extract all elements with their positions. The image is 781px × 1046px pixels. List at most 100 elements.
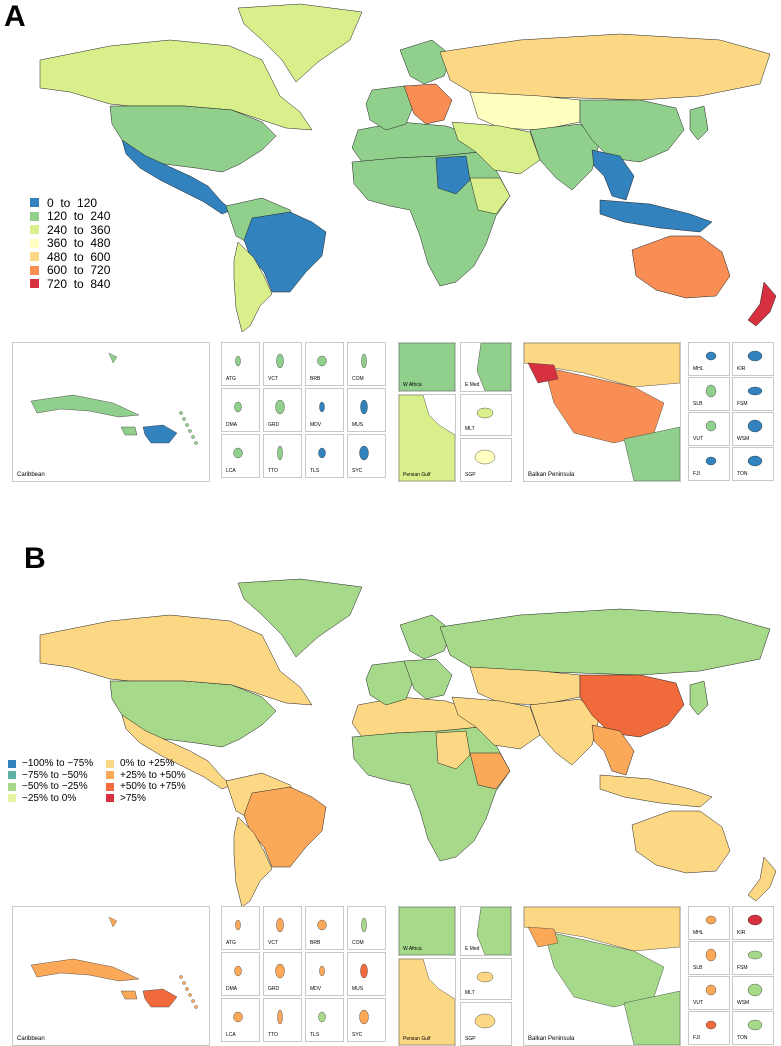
region-europe-central (403, 83, 453, 125)
legend-label: 120 to 240 (47, 209, 111, 224)
legend-label: 600 to 720 (47, 263, 111, 278)
inset-label: TON (737, 1035, 748, 1041)
legend-swatch (30, 279, 39, 289)
region-russia (439, 33, 771, 101)
region-sudan (435, 155, 471, 195)
inset-fsm: FSM (732, 941, 774, 975)
inset-label: MLT (465, 426, 475, 432)
legend-swatch (30, 238, 39, 248)
inset-slb: SLB (688, 377, 730, 411)
inset-label: COM (352, 376, 364, 382)
inset-label: W Africa (403, 946, 422, 952)
legend-label: −100% to −75% (22, 758, 94, 770)
inset-label: BRB (310, 940, 321, 946)
inset-label: Balkan Peninsula (528, 1036, 575, 1042)
inset-fji: FJI (688, 447, 730, 481)
inset-wsm: WSM (732, 412, 774, 446)
legend: −100% to −75% 0% to +25% −75% to −50% +2… (8, 758, 204, 804)
legend-item: 120 to 240 (30, 209, 111, 224)
panel-letter: B (24, 542, 46, 575)
region-south-america-south (233, 816, 273, 908)
inset-sgp: SGP (460, 1002, 512, 1046)
inset-sgp: SGP (460, 438, 512, 482)
region-australia (631, 235, 731, 299)
legend-item: +25% to +50% (106, 770, 204, 782)
inset-label: Persian Gulf (403, 1036, 431, 1042)
inset-e-med: E Med (460, 342, 512, 392)
inset-lca: LCA (221, 998, 260, 1042)
legend-swatch (8, 759, 16, 768)
inset-label: ATG (226, 940, 236, 946)
region-new-zealand (747, 856, 777, 902)
inset-mus: MUS (347, 388, 386, 432)
inset-label: MUS (352, 422, 364, 428)
inset-mhl: MHL (688, 342, 730, 376)
inset-syc: SYC (347, 434, 386, 478)
inset-brb: BRB (305, 906, 344, 950)
inset-label: TLS (310, 1032, 320, 1038)
inset-caribbean: Caribbean (12, 342, 210, 482)
legend-item: 0 to 120 (30, 196, 110, 210)
region-greenland (237, 3, 363, 83)
region-sudan (435, 730, 471, 770)
legend-swatch (30, 211, 39, 221)
inset-label: MDV (310, 422, 322, 428)
region-europe-central (403, 658, 453, 700)
region-scandinavia (399, 39, 453, 85)
inset-label: MHL (693, 366, 704, 372)
inset-kir: KIR (732, 906, 774, 940)
region-africa (351, 726, 511, 862)
inset-label: KIR (737, 366, 746, 372)
region-greenland (237, 578, 363, 658)
legend-label: 0 to 120 (47, 195, 98, 210)
inset-label: WSM (737, 436, 750, 442)
inset-mus: MUS (347, 952, 386, 996)
inset-mhl: MHL (688, 906, 730, 940)
legend-item: −25% to 0% (8, 793, 106, 805)
inset-balkan-peninsula: Balkan Peninsula (523, 342, 681, 482)
inset-label: W Africa (403, 382, 422, 388)
region-south-america-south (233, 241, 273, 333)
inset-caribbean: Caribbean (12, 906, 210, 1046)
region-china (579, 99, 685, 163)
inset-label: GRD (268, 986, 280, 992)
legend-label: 360 to 480 (47, 236, 111, 251)
legend-swatch (30, 225, 39, 235)
region-mexico-central (121, 714, 233, 790)
region-middle-east (451, 121, 541, 175)
legend-item: 240 to 360 (30, 223, 110, 237)
region-indonesia (599, 199, 713, 233)
inset-dma: DMA (221, 388, 260, 432)
inset-label: BRB (310, 376, 321, 382)
inset-kir: KIR (732, 342, 774, 376)
legend-item: 360 to 480 (30, 236, 111, 251)
inset-label: SLB (693, 965, 703, 971)
inset-label: VCT (268, 940, 278, 946)
inset-fsm: FSM (732, 377, 774, 411)
legend-swatch (106, 794, 114, 803)
inset-label: TON (737, 471, 748, 477)
inset-grd: GRD (263, 952, 302, 996)
inset-grd: GRD (263, 388, 302, 432)
region-indonesia (599, 774, 713, 808)
legend-label: +50% to +75% (120, 781, 186, 793)
inset-label: SLB (693, 401, 703, 407)
inset-label: MDV (310, 986, 322, 992)
inset-label: WSM (737, 1000, 750, 1006)
panel-a: A 0 to 120 120 to 240 240 to 360 360 to … (0, 0, 781, 520)
inset-atg: ATG (221, 906, 260, 950)
legend-swatch (8, 794, 16, 803)
panel-b: B −100% to −75% 0% to +25% −75% to −50% … (0, 520, 781, 1046)
inset-label: Persian Gulf (403, 472, 431, 478)
inset-label: FSM (737, 965, 748, 971)
inset-ton: TON (732, 447, 774, 481)
inset-label: ATG (226, 376, 236, 382)
legend-swatch (106, 782, 114, 791)
region-southeast-asia (591, 149, 635, 201)
inset-vut: VUT (688, 976, 730, 1010)
inset-mlt: MLT (460, 394, 512, 436)
region-china (579, 674, 685, 738)
legend-label: >75% (120, 792, 146, 804)
legend-swatch (30, 198, 39, 208)
region-central-asia (469, 666, 581, 706)
